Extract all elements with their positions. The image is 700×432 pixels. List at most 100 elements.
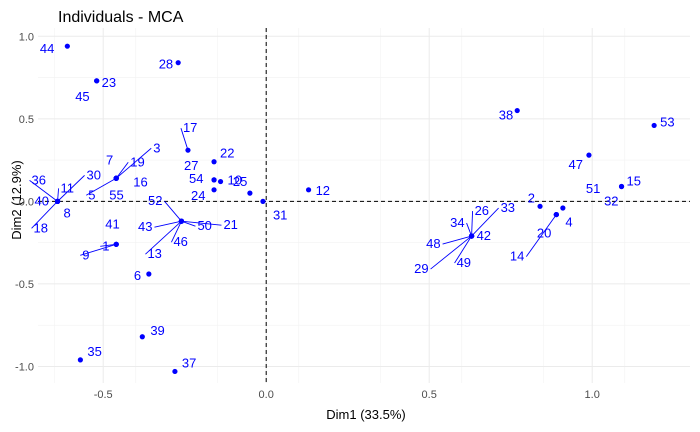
label-connector: [525, 214, 557, 257]
data-point: [146, 271, 152, 277]
point-label: 28: [159, 57, 173, 72]
point-label: 14: [510, 249, 524, 264]
point-label: 1: [102, 238, 109, 253]
point-label: 30: [87, 167, 101, 182]
label-connector: [80, 243, 117, 256]
point-label: 51: [586, 181, 600, 196]
point-label: 4: [565, 215, 572, 230]
data-point: [553, 211, 559, 218]
x-tick-labels: -0.5 0.0 0.5 1.0: [94, 389, 600, 401]
label-connector: [471, 207, 499, 237]
label-connector: [171, 220, 182, 243]
data-point: [172, 368, 178, 375]
label-connector: [100, 243, 117, 247]
data-point: [618, 183, 625, 190]
y-tick-labels: -1.0 -0.5 0.0 0.5 1.0: [15, 31, 34, 373]
x-tick-label: 0.5: [422, 389, 437, 401]
point-label: 34: [450, 215, 464, 230]
point-label: 33: [501, 200, 515, 215]
label-connector: [164, 200, 182, 222]
data-point: [468, 233, 475, 239]
data-point: [586, 152, 592, 158]
point-label: 9: [82, 247, 89, 262]
point-label: 48: [426, 236, 440, 251]
label-connector: [29, 180, 58, 202]
point-label: 19: [130, 154, 144, 169]
point-label: 13: [147, 246, 161, 261]
x-tick-label: 0.0: [259, 389, 274, 401]
point-label: 21: [223, 217, 237, 232]
reference-lines: [38, 28, 690, 383]
x-axis-title: Dim1 (33.5%): [326, 407, 405, 422]
data-point: [247, 190, 253, 196]
point-label: 44: [40, 41, 54, 56]
data-point: [185, 147, 191, 153]
point-label: 54: [189, 171, 203, 186]
label-connector: [115, 161, 129, 179]
point-label: 45: [75, 89, 89, 104]
points: [54, 43, 657, 375]
point-label: 23: [102, 75, 116, 90]
label-connector: [154, 220, 182, 228]
y-tick-label: 0.5: [19, 114, 34, 126]
label-connector: [145, 220, 182, 255]
point-label: 31: [273, 207, 287, 222]
data-point: [305, 187, 312, 193]
data-point: [560, 205, 566, 211]
y-tick-label: -0.5: [15, 279, 34, 291]
point-label: 6: [134, 268, 141, 283]
data-point: [77, 357, 83, 363]
data-point: [537, 203, 543, 209]
label-connector: [31, 201, 58, 229]
point-label: 11: [61, 180, 74, 195]
point-label: 41: [105, 216, 119, 231]
data-point: [211, 187, 217, 193]
data-point: [64, 43, 70, 49]
point-label: 15: [627, 174, 641, 189]
data-point: [54, 198, 61, 204]
point-label: 36: [32, 172, 46, 187]
point-label: 37: [182, 355, 196, 370]
point-label: 39: [150, 323, 164, 338]
point-label: 55: [109, 187, 123, 202]
point-label: 7: [106, 152, 113, 167]
data-point: [217, 178, 224, 185]
data-point: [175, 60, 181, 66]
point-label: 25: [233, 174, 247, 189]
point-label: 18: [34, 220, 48, 235]
label-connector: [471, 211, 474, 237]
y-tick-label: 0.0: [19, 196, 34, 208]
point-label: 2: [528, 190, 535, 205]
y-tick-label: 1.0: [19, 31, 34, 43]
data-point: [651, 122, 657, 129]
y-axis-title: Dim2 (12.9%): [9, 160, 24, 239]
label-connector: [442, 235, 472, 245]
data-point: [514, 107, 520, 114]
point-label: 47: [568, 157, 582, 172]
point-label: 29: [414, 261, 428, 276]
grid: [38, 28, 690, 383]
point-label: 32: [604, 194, 618, 209]
point-label: 43: [138, 219, 152, 234]
point-label: 42: [477, 228, 491, 243]
y-tick-label: -1.0: [15, 361, 34, 373]
x-tick-label: -0.5: [94, 389, 113, 401]
point-label: 27: [184, 158, 198, 173]
label-connector: [181, 220, 222, 226]
data-point: [211, 159, 217, 165]
point-label: 20: [537, 226, 551, 241]
data-point: [94, 78, 100, 84]
point-label: 26: [475, 203, 489, 218]
label-connector: [86, 177, 117, 196]
point-label: 10: [228, 173, 242, 188]
point-label: 12: [316, 183, 330, 198]
point-label: 38: [499, 108, 513, 123]
label-connector: [454, 235, 472, 264]
label-connector: [430, 235, 472, 270]
point-label: 50: [197, 218, 211, 233]
point-label: 52: [148, 193, 162, 208]
point-label: 8: [64, 205, 71, 220]
data-point: [139, 334, 145, 340]
